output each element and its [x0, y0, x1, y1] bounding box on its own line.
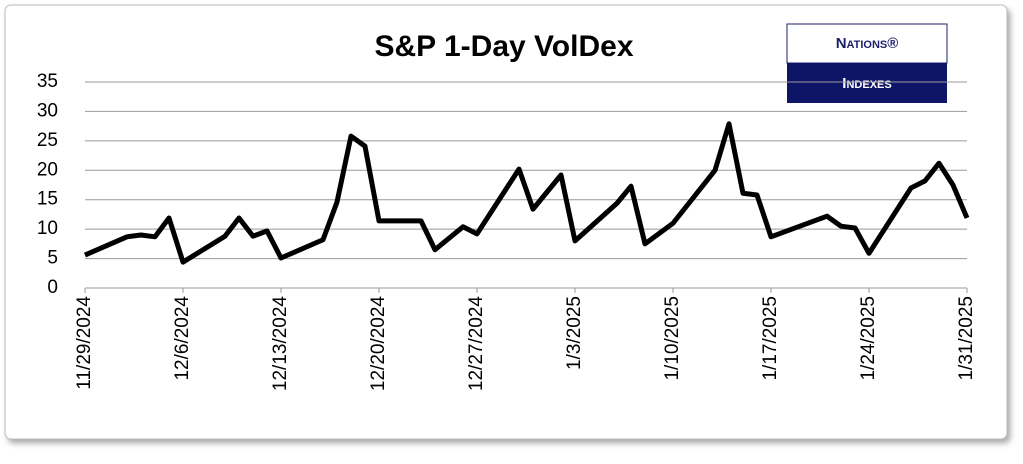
- logo-top: Nations®: [836, 35, 899, 52]
- y-tick-label: 25: [37, 130, 58, 151]
- data-line: [84, 121, 970, 265]
- y-tick-label: 10: [37, 218, 58, 239]
- y-tick-label: 30: [37, 100, 58, 121]
- chart-title: S&P 1-Day VolDex: [375, 30, 634, 63]
- y-tick-label: 5: [47, 248, 58, 269]
- y-tick-label: 20: [37, 159, 58, 180]
- x-tick-label: 1/3/2025: [564, 296, 585, 370]
- x-tick-label: 1/10/2025: [662, 296, 683, 381]
- chart-frame: [4, 4, 1008, 440]
- logo-bottom: Indexes: [842, 75, 891, 92]
- x-tick-label: 12/27/2024: [466, 296, 487, 392]
- x-tick-label: 12/13/2024: [270, 296, 291, 392]
- x-tick-label: 1/31/2025: [956, 296, 977, 381]
- y-tick-label: 0: [47, 277, 58, 298]
- x-tick-label: 11/29/2024: [74, 296, 95, 390]
- y-tick-label: 35: [37, 71, 58, 92]
- logo-bottom-box: [787, 63, 947, 103]
- x-tick-label: 1/24/2025: [858, 296, 879, 381]
- logo-top-box: [786, 23, 948, 64]
- x-tick-label: 1/17/2025: [760, 296, 781, 381]
- x-tick-label: 12/6/2024: [172, 296, 193, 381]
- y-tick-label: 15: [37, 189, 58, 210]
- x-tick-label: 12/20/2024: [368, 296, 389, 392]
